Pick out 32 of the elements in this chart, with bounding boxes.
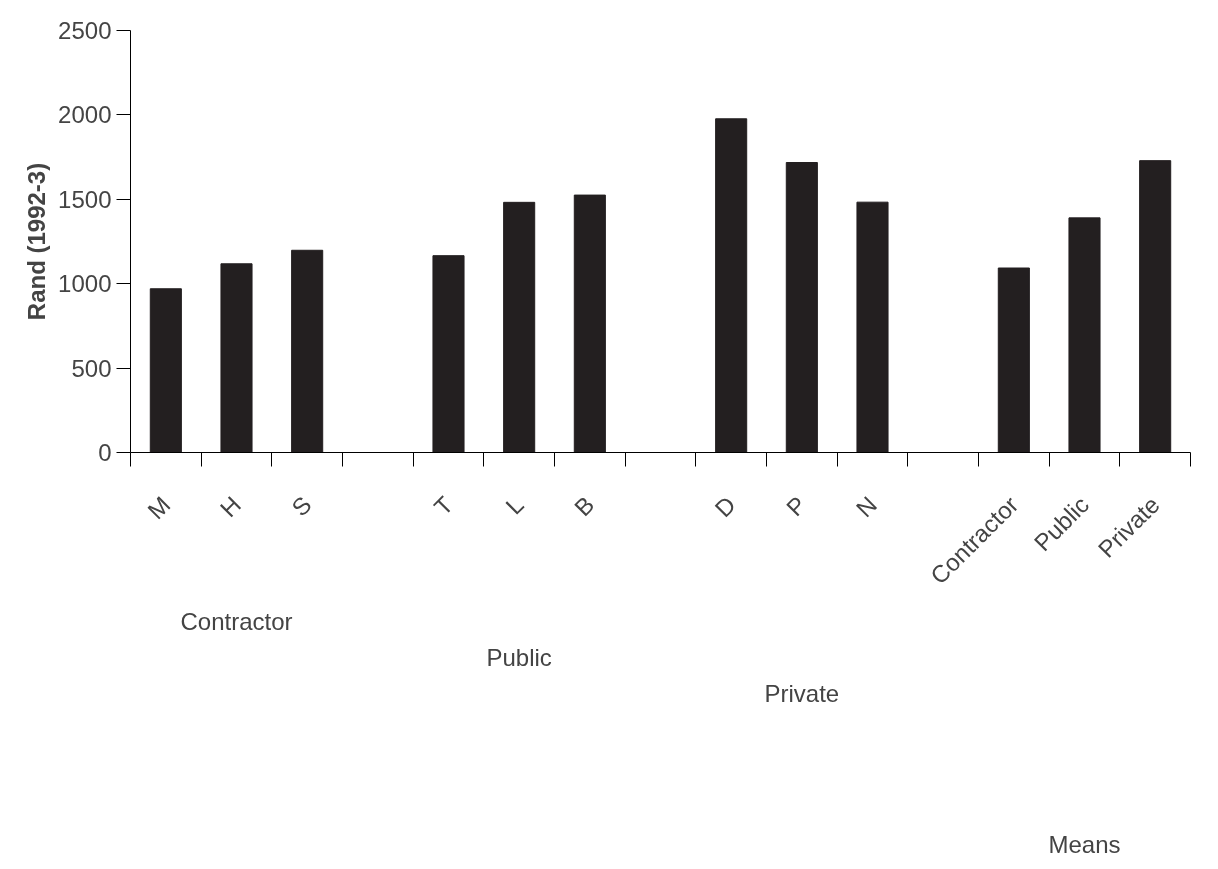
text: Private [764, 679, 840, 707]
y-tick-label: 2500 [58, 17, 112, 44]
bar [432, 255, 465, 453]
bar [291, 249, 324, 453]
x-tick-label: B [568, 490, 600, 522]
bar [503, 201, 536, 453]
x-tick-label: N [850, 490, 883, 523]
text: Contractor [180, 607, 293, 635]
bar [997, 267, 1030, 453]
x-tick-label: S [286, 490, 317, 522]
x-tick-label: D [709, 490, 741, 523]
y-tick-label: 500 [71, 354, 112, 382]
bar [715, 118, 748, 453]
bar [1068, 217, 1101, 453]
x-tick-label: T [428, 490, 459, 521]
bar [573, 194, 606, 453]
y-tick-label: 1000 [58, 270, 112, 298]
y-axis-title: Rand (1992-3) [23, 162, 51, 321]
bar [785, 162, 818, 453]
x-tick-label: P [780, 490, 812, 522]
x-tick-label: M [142, 490, 176, 525]
x-tick-label: H [214, 490, 247, 523]
bar [220, 263, 253, 453]
bar [149, 288, 182, 453]
text: Public [486, 643, 552, 671]
y-tick-label: 1500 [58, 185, 112, 213]
y-tick-label: 2000 [58, 101, 112, 129]
bar [1139, 160, 1172, 453]
bar [856, 201, 889, 453]
text: Means [1048, 830, 1121, 858]
x-tick-label: L [500, 490, 529, 520]
y-tick-label: 0 [98, 439, 112, 466]
